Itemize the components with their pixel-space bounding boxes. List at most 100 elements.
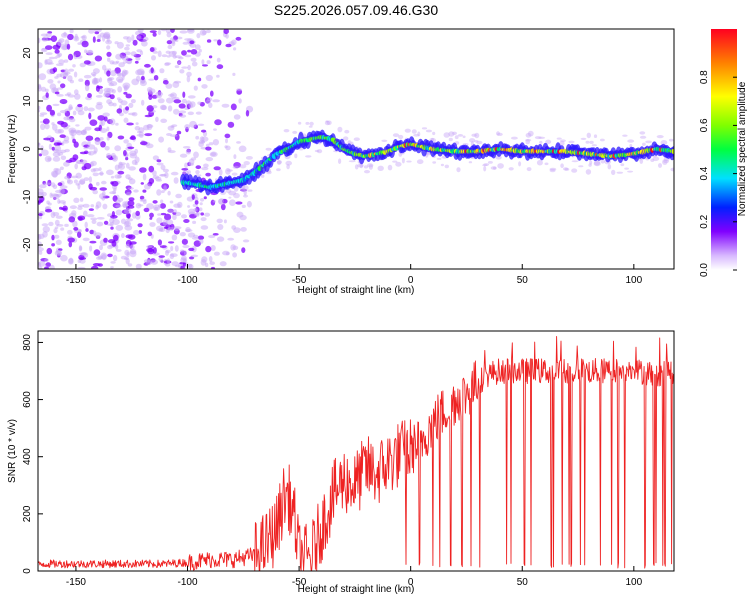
colorbar-tick-label: 0.2 (699, 214, 710, 228)
noise-blob (452, 131, 457, 135)
noise-blob (195, 111, 202, 115)
noise-blob (563, 167, 569, 171)
noise-blob (102, 112, 110, 117)
noise-blob (82, 203, 90, 208)
noise-blob (96, 101, 103, 106)
noise-blob (525, 132, 532, 138)
noise-blob (600, 158, 605, 164)
noise-blob (294, 153, 298, 159)
noise-blob (589, 140, 594, 144)
noise-blob (152, 247, 157, 254)
noise-blob (132, 212, 137, 219)
noise-blob (233, 162, 241, 169)
noise-blob (337, 126, 343, 133)
noise-blob (60, 254, 68, 262)
noise-blob (149, 217, 153, 220)
noise-blob (508, 167, 514, 171)
noise-blob (83, 106, 89, 112)
noise-blob (67, 229, 73, 235)
noise-blob (121, 233, 125, 239)
noise-blob (210, 90, 214, 97)
noise-blob (96, 256, 103, 261)
noise-blob (497, 132, 503, 136)
noise-blob (188, 264, 194, 269)
noise-blob (116, 97, 121, 101)
noise-blob (286, 164, 290, 170)
noise-blob (152, 50, 158, 54)
noise-blob (52, 103, 60, 107)
noise-blob (161, 190, 165, 194)
noise-blob (456, 167, 461, 173)
noise-blob (113, 234, 119, 242)
noise-blob (172, 54, 177, 59)
noise-blob (86, 214, 95, 218)
noise-blob (197, 235, 205, 240)
noise-blob (49, 264, 55, 269)
noise-blob (556, 137, 562, 140)
noise-blob (74, 93, 81, 100)
noise-blob (64, 175, 70, 180)
noise-blob (348, 160, 356, 163)
noise-blob (90, 160, 97, 166)
noise-blob (92, 36, 96, 43)
noise-blob (413, 133, 420, 137)
noise-blob (110, 266, 114, 269)
noise-blob (593, 160, 601, 166)
noise-blob (199, 202, 203, 206)
noise-blob (639, 158, 644, 164)
noise-blob (387, 164, 393, 171)
noise-blob (127, 263, 133, 267)
colorbar-tick-label: 0.6 (699, 118, 710, 132)
noise-blob (78, 254, 85, 261)
noise-blob (80, 159, 88, 164)
noise-blob (241, 204, 246, 208)
noise-blob (135, 122, 139, 125)
noise-blob (222, 250, 230, 256)
noise-blob (52, 44, 61, 50)
x-tick-label: 0 (408, 577, 414, 588)
noise-blob (38, 213, 43, 217)
noise-blob (230, 103, 237, 111)
noise-blob (171, 261, 179, 267)
noise-blob (114, 145, 122, 152)
noise-blob (95, 201, 102, 209)
noise-blob (448, 137, 453, 142)
noise-blob (51, 122, 55, 126)
noise-blob (71, 210, 77, 216)
figure-title: S225.2026.057.09.46.G30 (274, 2, 438, 18)
noise-blob (160, 212, 167, 216)
noise-blob (146, 245, 153, 249)
noise-blob (511, 136, 518, 140)
noise-blob (130, 99, 136, 104)
noise-blob (139, 167, 147, 173)
noise-blob (110, 261, 116, 264)
noise-blob (219, 261, 227, 267)
noise-blob (213, 39, 218, 42)
noise-blob (232, 72, 236, 76)
noise-blob (129, 244, 135, 250)
noise-blob (443, 132, 450, 138)
noise-blob (213, 166, 221, 171)
noise-blob (73, 179, 78, 184)
noise-blob (115, 244, 119, 250)
noise-blob (611, 169, 616, 175)
noise-blob (127, 146, 135, 150)
noise-blob (353, 137, 360, 141)
noise-blob (57, 151, 64, 156)
snr-series-line (38, 336, 674, 571)
noise-blob (171, 234, 178, 241)
noise-blob (57, 120, 65, 125)
noise-blob (38, 105, 41, 110)
noise-blob (593, 134, 598, 138)
noise-blob (231, 39, 237, 46)
noise-blob (645, 140, 652, 144)
noise-blob (159, 245, 167, 249)
noise-blob (163, 185, 167, 192)
noise-blob (178, 110, 187, 114)
noise-blob (52, 67, 58, 73)
noise-blob (73, 227, 79, 231)
noise-blob (179, 153, 188, 158)
noise-blob (225, 188, 232, 193)
noise-blob (83, 177, 90, 182)
noise-blob (68, 241, 73, 248)
